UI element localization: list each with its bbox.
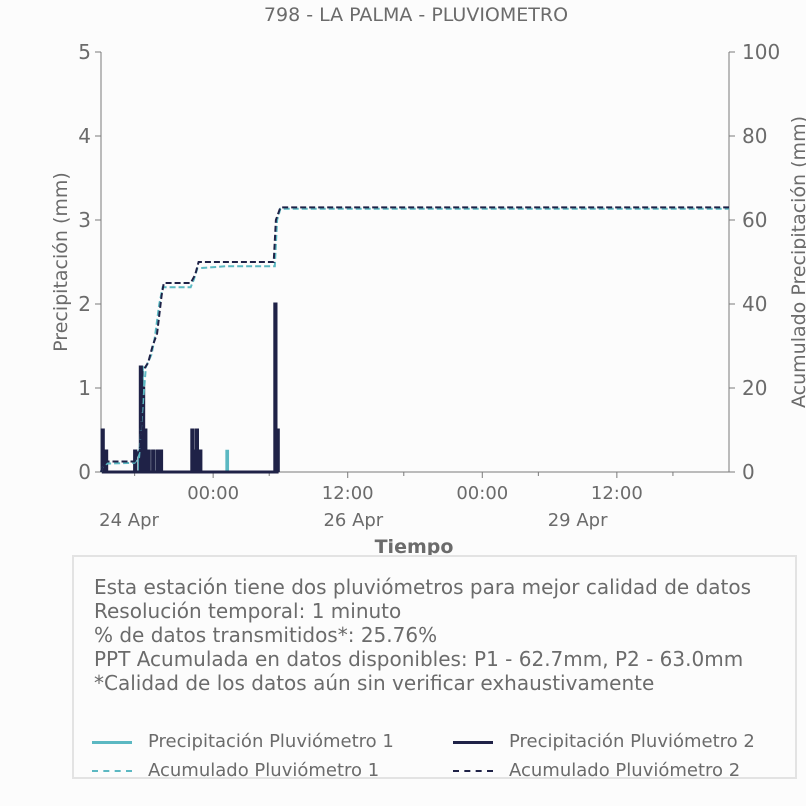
left-tick-label: 2	[78, 292, 91, 316]
series-acumulado-pluvi-metro-1-line	[100, 207, 729, 473]
legend-label-p2: Precipitación Pluviómetro 2	[509, 731, 755, 752]
legend-label-acc1: Acumulado Pluviómetro 1	[148, 760, 380, 781]
x-date-label: 26 Apr	[323, 510, 383, 531]
info-panel: Esta estación tiene dos pluviómetros par…	[72, 555, 797, 781]
info-line-transmitted: % de datos transmitidos*: 25.76%	[94, 623, 438, 647]
chart-title: 798 - LA PALMA - PLUVIOMETRO	[264, 4, 568, 26]
legend-label-acc2: Acumulado Pluviómetro 2	[509, 760, 741, 781]
info-line-quality-note: *Calidad de los datos aún sin verificar …	[94, 671, 655, 695]
right-tick-label: 0	[742, 460, 755, 484]
left-tick-label: 4	[78, 124, 91, 148]
series-acumulado-pluvi-metro-2-line	[100, 206, 729, 473]
x-major-tick-label: 00:00	[456, 483, 508, 504]
left-tick-label: 0	[78, 460, 91, 484]
right-axis-title: Acumulado Precipitación (mm)	[788, 116, 806, 408]
plot-layer: 798 - LA PALMA - PLUVIOMETRO 0 1 2 3 4 5 0 20 40 6…	[50, 4, 806, 558]
info-line-dual-gauge: Esta estación tiene dos pluviómetros par…	[94, 575, 752, 599]
x-major-tick-label: 00:00	[187, 483, 239, 504]
legend-swatch-acc1	[92, 770, 132, 772]
x-axis-title: Tiempo	[375, 536, 454, 558]
legend-swatch-acc2	[453, 770, 493, 772]
x-date-label: 29 Apr	[548, 510, 608, 531]
info-line-resolution: Resolución temporal: 1 minuto	[94, 599, 402, 623]
info-line-accumulated: PPT Acumulada en datos disponibles: P1 -…	[94, 647, 744, 671]
right-tick-label: 60	[742, 208, 767, 232]
right-tick-label: 20	[742, 376, 767, 400]
right-tick-label: 40	[742, 292, 767, 316]
right-tick-label: 80	[742, 124, 767, 148]
x-major-tick-label: 12:00	[591, 483, 643, 504]
left-axis-title: Precipitación (mm)	[50, 172, 72, 352]
series-precipitaci-n-pluvi-metro-1-line	[100, 302, 280, 474]
left-tick-label: 3	[78, 208, 91, 232]
legend-swatch-p1	[92, 741, 132, 744]
x-major-tick-label: 12:00	[322, 483, 374, 504]
left-tick-label: 1	[78, 376, 91, 400]
x-date-label: 24 Apr	[99, 510, 159, 531]
series-precipitaci-n-pluvi-metro-2-line	[100, 302, 280, 474]
legend-swatch-p2	[453, 741, 493, 744]
left-tick-label: 5	[78, 40, 91, 64]
legend-label-p1: Precipitación Pluviómetro 1	[148, 731, 394, 752]
right-tick-label: 100	[742, 40, 780, 64]
